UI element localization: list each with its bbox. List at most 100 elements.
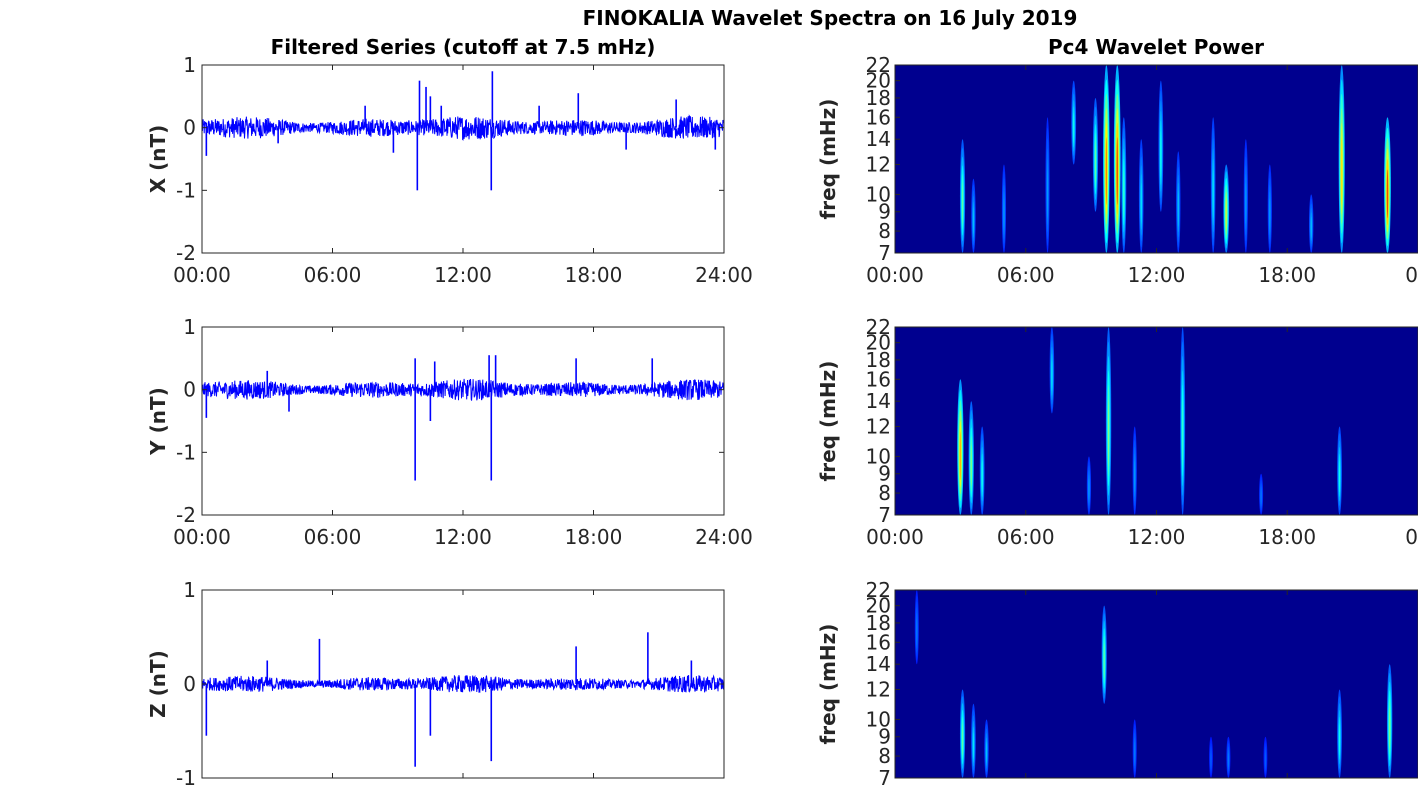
x-wavelet-xtick-label: 06:00 (997, 263, 1055, 287)
x-series-xtick-label: 12:00 (434, 263, 492, 287)
x-series-xtick-label: 06:00 (304, 263, 362, 287)
y-wavelet-ytick-label: 16 (866, 367, 891, 391)
x-wavelet-burst-2-layer-5 (1003, 198, 1005, 231)
z-wavelet-ytick-label: 12 (866, 678, 891, 702)
x-series-ylabel: X (nT) (146, 125, 170, 194)
x-wavelet-burst-18-layer-5 (1386, 169, 1389, 219)
z-wavelet-ytick-label: 20 (866, 594, 891, 618)
x-series-xtick-label: 18:00 (565, 263, 623, 287)
x-wavelet-bursts (959, 65, 1391, 253)
y-series-ytick-label: 0 (183, 378, 196, 402)
y-series-trace-group (202, 355, 724, 481)
z-wavelet-burst-1-layer-5 (962, 723, 964, 756)
x-wavelet-xtick-label: 00 (1405, 263, 1418, 287)
z-series-trace-group (202, 632, 724, 767)
x-wavelet-burst-12-layer-5 (1212, 169, 1214, 219)
z-wavelet-ytick-label: 14 (866, 652, 891, 676)
x-series-ytick-label: -2 (176, 241, 196, 265)
y-wavelet-bursts (957, 327, 1342, 515)
x-wavelet-burst-15-layer-5 (1269, 198, 1271, 231)
y-wavelet-burst-8-layer-5 (1260, 489, 1262, 505)
z-wavelet-ytick-label: 7 (878, 766, 891, 788)
x-wavelet-burst-5-layer-5 (1094, 141, 1097, 183)
x-wavelet-ytick-label: 10 (866, 182, 891, 206)
x-wavelet-burst-0-layer-5 (962, 182, 964, 224)
x-series-ytick-label: 1 (183, 53, 196, 77)
x-wavelet-xtick-label: 00:00 (866, 263, 924, 287)
y-wavelet-burst-0-layer-5 (959, 431, 962, 481)
x-wavelet-ytick-label: 8 (878, 219, 891, 243)
y-series-panel: -2 -1 0 1 00:00 06:00 12:00 18:00 24:00 Y (nT) (146, 315, 753, 549)
z-wavelet-ylabel: freq (mHz) (816, 624, 840, 745)
x-series-ytick-label: 0 (183, 116, 196, 140)
y-wavelet-ytick-label: 9 (878, 462, 891, 486)
z-wavelet-burst-0-layer-5 (916, 618, 918, 646)
y-series-ytick-label: -1 (176, 440, 196, 464)
x-series-panel: -2 -1 0 1 00:00 06:00 12:00 18:00 24:00 X (nT) (146, 53, 753, 287)
x-wavelet-burst-13-layer-5 (1225, 198, 1227, 231)
y-wavelet-burst-6-layer-5 (1134, 460, 1136, 493)
y-wavelet-xtick-label: 18:00 (1258, 525, 1316, 549)
y-wavelet-ytick-label: 12 (866, 415, 891, 439)
y-wavelet-xtick-label: 12:00 (1128, 525, 1186, 549)
x-wavelet-ytick-label: 7 (878, 241, 891, 265)
z-series-ytick-label: 0 (183, 672, 196, 696)
x-wavelet-ytick-label: 16 (866, 105, 891, 129)
x-wavelet-xtick-label: 12:00 (1128, 263, 1186, 287)
x-wavelet-ytick-label: 20 (866, 69, 891, 93)
x-series-xtick-label: 00:00 (173, 263, 231, 287)
x-series-ytick-label: -1 (176, 178, 196, 202)
y-series-xtick-label: 12:00 (434, 525, 492, 549)
z-wavelet-background (895, 590, 1418, 778)
z-series-ytick-label: 1 (183, 578, 196, 602)
z-wavelet-burst-6-layer-5 (1210, 752, 1212, 768)
z-wavelet-burst-3-layer-5 (986, 741, 987, 764)
y-wavelet-ytick-label: 10 (866, 444, 891, 468)
y-series-xtick-label: 18:00 (565, 525, 623, 549)
z-series-trace (202, 674, 724, 693)
y-wavelet-burst-7-layer-5 (1182, 399, 1184, 467)
y-wavelet-burst-4-layer-5 (1088, 478, 1090, 501)
y-wavelet-burst-9-layer-5 (1339, 460, 1341, 493)
x-wavelet-burst-6-layer-5 (1105, 137, 1108, 205)
x-wavelet-burst-17-layer-5 (1341, 137, 1343, 205)
x-wavelet-ytick-label: 12 (866, 153, 891, 177)
x-series-xtick-label: 24:00 (695, 263, 753, 287)
y-series-xtick-label: 24:00 (695, 525, 753, 549)
x-wavelet-burst-10-layer-5 (1160, 130, 1162, 179)
y-wavelet-xtick-label: 00 (1405, 525, 1418, 549)
z-wavelet-burst-9-layer-5 (1339, 723, 1341, 756)
z-wavelet-burst-8-layer-5 (1265, 752, 1266, 768)
x-wavelet-burst-1-layer-5 (973, 207, 974, 235)
x-wavelet-ytick-label: 22 (866, 53, 891, 77)
x-wavelet-burst-11-layer-5 (1177, 190, 1179, 227)
y-wavelet-ytick-label: 14 (866, 389, 891, 413)
x-wavelet-ytick-label: 18 (866, 86, 891, 110)
x-series-plot-area (202, 65, 724, 253)
z-wavelet-ytick-label: 22 (866, 578, 891, 602)
z-wavelet-ytick-label: 10 (866, 707, 891, 731)
y-wavelet-ylabel: freq (mHz) (816, 361, 840, 482)
y-wavelet-ytick-label: 20 (866, 331, 891, 355)
y-wavelet-burst-5-layer-5 (1108, 399, 1110, 467)
x-wavelet-xtick-label: 18:00 (1258, 263, 1316, 287)
x-wavelet-ytick-label: 14 (866, 127, 891, 151)
z-series-ytick-label: -1 (176, 766, 196, 788)
y-series-ytick-label: 1 (183, 315, 196, 339)
z-wavelet-bursts (914, 590, 1393, 778)
y-series-xtick-label: 00:00 (173, 525, 231, 549)
y-series-ytick-label: -2 (176, 503, 196, 527)
y-wavelet-burst-3-layer-5 (1051, 360, 1053, 392)
y-series-plot-area (202, 327, 724, 515)
x-wavelet-burst-8-layer-5 (1123, 169, 1125, 219)
x-wavelet-burst-4-layer-5 (1073, 112, 1075, 144)
x-series-trace (202, 114, 724, 141)
x-wavelet-background (895, 65, 1418, 253)
y-wavelet-burst-1-layer-5 (970, 444, 972, 486)
x-wavelet-burst-7-layer-5 (1116, 137, 1118, 205)
z-wavelet-burst-10-layer-5 (1389, 707, 1391, 749)
